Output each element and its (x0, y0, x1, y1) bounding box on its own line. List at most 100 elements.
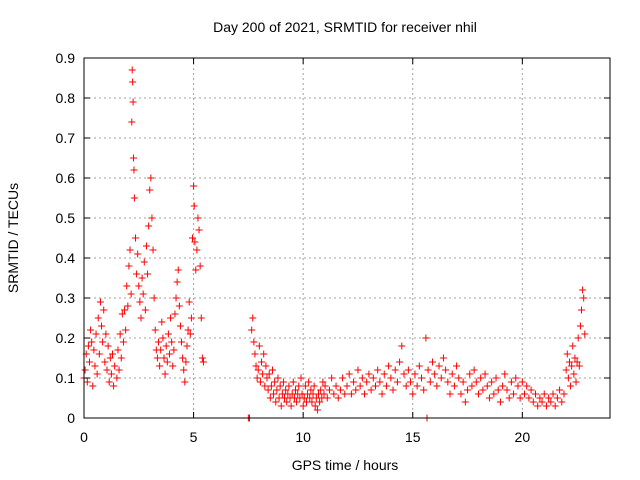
data-point (185, 298, 193, 306)
data-point (536, 394, 544, 402)
x-tick-label: 20 (515, 429, 531, 445)
data-point (169, 362, 177, 370)
data-point (459, 378, 467, 386)
data-point (251, 350, 259, 358)
data-point (503, 386, 511, 394)
data-point (258, 358, 266, 366)
data-point (323, 394, 331, 402)
data-point (171, 310, 179, 318)
data-point (529, 398, 537, 406)
data-point (581, 330, 589, 338)
data-point (505, 394, 513, 402)
data-point (525, 394, 533, 402)
data-point (150, 294, 158, 302)
data-point (148, 214, 156, 222)
y-tick-label: 0 (67, 410, 75, 426)
data-point (127, 290, 135, 298)
data-point (578, 306, 586, 314)
data-point (448, 370, 456, 378)
data-point (350, 378, 358, 386)
data-point (271, 378, 279, 386)
data-point (289, 378, 297, 386)
y-tick-label: 0.2 (56, 330, 76, 346)
data-point (91, 362, 99, 370)
data-point (255, 342, 263, 350)
data-point (160, 354, 168, 362)
data-point (510, 390, 518, 398)
data-point (411, 370, 419, 378)
data-point (126, 246, 134, 254)
data-point (319, 378, 327, 386)
data-point (183, 342, 191, 350)
data-point (272, 398, 280, 406)
data-point (477, 374, 485, 382)
data-point (133, 270, 141, 278)
data-point (118, 310, 126, 318)
data-point (507, 378, 515, 386)
data-point (98, 322, 106, 330)
data-point (196, 262, 204, 270)
data-point (461, 398, 469, 406)
data-point (330, 390, 338, 398)
data-point (415, 362, 423, 370)
data-point (119, 338, 127, 346)
data-point (276, 382, 284, 390)
y-tick-label: 0.6 (56, 170, 76, 186)
data-point (455, 374, 463, 382)
data-point (320, 390, 328, 398)
data-point (96, 298, 104, 306)
data-point (163, 358, 171, 366)
data-point (407, 378, 415, 386)
data-point (534, 402, 542, 410)
data-point (479, 386, 487, 394)
data-point (146, 186, 154, 194)
data-point (195, 226, 203, 234)
data-point (442, 366, 450, 374)
data-point (481, 370, 489, 378)
data-point (186, 330, 194, 338)
data-point (141, 306, 149, 314)
plot-frame (83, 57, 611, 419)
data-point (428, 358, 436, 366)
data-point (378, 390, 386, 398)
data-point (307, 386, 315, 394)
data-point (385, 362, 393, 370)
data-point (363, 378, 371, 386)
data-point (178, 338, 186, 346)
data-point (551, 402, 559, 410)
data-point (268, 366, 276, 374)
data-point (110, 382, 118, 390)
data-point (409, 390, 417, 398)
data-point (343, 382, 351, 390)
data-point (173, 278, 181, 286)
data-point (93, 370, 101, 378)
data-point (558, 398, 566, 406)
data-point (391, 366, 399, 374)
data-point (439, 354, 447, 362)
data-point (308, 398, 316, 406)
data-point (437, 374, 445, 382)
data-point (567, 382, 575, 390)
data-point (514, 382, 522, 390)
data-point (367, 386, 375, 394)
data-point (376, 378, 384, 386)
y-tick-label: 0.5 (56, 210, 76, 226)
data-point (124, 302, 132, 310)
data-point (130, 154, 138, 162)
data-point (145, 222, 153, 230)
data-point (470, 366, 478, 374)
data-point (250, 338, 258, 346)
data-point (361, 390, 369, 398)
data-point (188, 234, 196, 242)
data-point (426, 378, 434, 386)
data-point (130, 166, 138, 174)
data-point (167, 314, 175, 322)
data-point (279, 378, 287, 386)
data-point (457, 390, 465, 398)
data-point (101, 358, 109, 366)
data-point (199, 358, 207, 366)
data-point (89, 382, 97, 390)
data-point (158, 318, 166, 326)
data-point (103, 366, 111, 374)
